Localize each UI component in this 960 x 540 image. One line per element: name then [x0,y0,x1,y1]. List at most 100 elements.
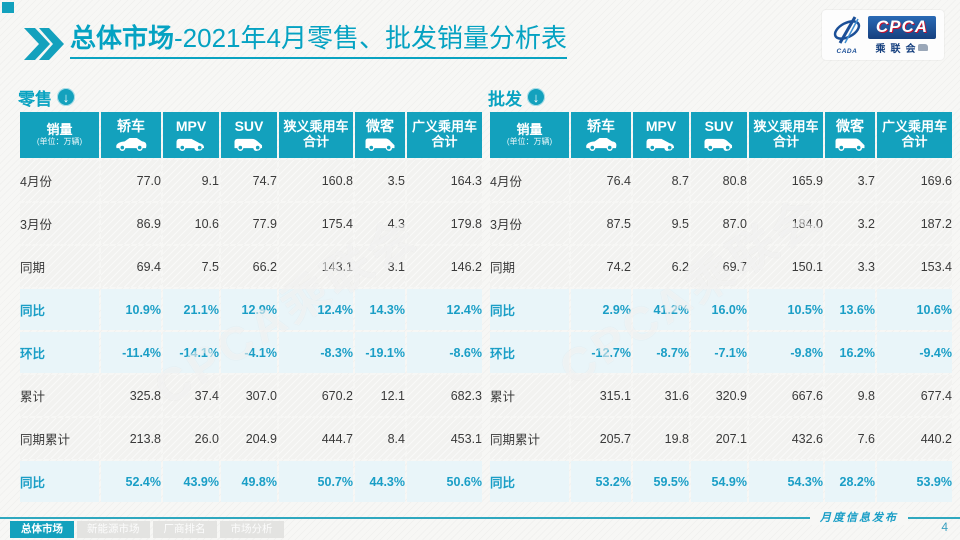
page-number: 4 [941,520,948,534]
table-cell: 19.8 [633,418,689,459]
table-cell: 315.1 [571,375,631,416]
table-cell: 54.3% [749,461,823,502]
row-label: 4月份 [20,160,99,201]
table-row: 同期累计 213.8 26.0 204.9 444.7 8.4 453.1 [20,418,482,459]
sales-table: 销量 (单位：万辆) 轿车 MPV SUV 狭义乘用车合计 微客 广义乘用车合计 4月份 76.4… [488,110,954,504]
table-cell: -19.1% [355,332,405,373]
table-cell: 69.7 [691,246,747,287]
table-cell: 160.8 [279,160,353,201]
vehicle-column-header: 微客 [825,112,875,158]
table-row: 4月份 76.4 8.7 80.8 165.9 3.7 169.6 [490,160,952,201]
table-row: 同期 69.4 7.5 66.2 143.1 3.1 146.2 [20,246,482,287]
vehicle-column-header: 微客 [355,112,405,158]
table-row: 3月份 87.5 9.5 87.0 184.0 3.2 187.2 [490,203,952,244]
bottom-tab[interactable]: 总体市场 [10,521,74,538]
table-cell: 9.5 [633,203,689,244]
table-row: 累计 325.8 37.4 307.0 670.2 12.1 682.3 [20,375,482,416]
table-cell: 184.0 [749,203,823,244]
title-bar: 总体市场-2021年4月零售、批发销量分析表 [24,23,567,60]
table-cell: 87.5 [571,203,631,244]
table-cell: 31.6 [633,375,689,416]
table-row: 环比 -11.4% -14.1% -4.1% -8.3% -19.1% -8.6% [20,332,482,373]
table-cell: 49.8% [221,461,277,502]
vehicle-column-header: 广义乘用车合计 [877,112,952,158]
table-cell: 53.9% [877,461,952,502]
table-cell: 667.6 [749,375,823,416]
table-cell: 153.4 [877,246,952,287]
table-cell: 3.1 [355,246,405,287]
table-cell: 10.9% [101,289,161,330]
section-title: 零售 [18,89,52,109]
table-row: 环比 -12.7% -8.7% -7.1% -9.8% 16.2% -9.4% [490,332,952,373]
table-row: 同比 53.2% 59.5% 54.9% 54.3% 28.2% 53.9% [490,461,952,502]
row-label: 同比 [20,289,99,330]
bottom-nav-tabs: 总体市场 新能源市场 厂商排名 市场分析 [10,521,284,538]
table-cell: -8.6% [407,332,482,373]
table-cell: -11.4% [101,332,161,373]
table-row: 同比 10.9% 21.1% 12.9% 12.4% 14.3% 12.4% [20,289,482,330]
volume-column-header: 销量 (单位：万辆) [490,112,569,158]
table-cell: 28.2% [825,461,875,502]
cpca-acronym: CPCA [867,15,937,39]
page-title: 总体市场-2021年4月零售、批发销量分析表 [70,23,567,59]
table-cell: -12.7% [571,332,631,373]
table-cell: 77.0 [101,160,161,201]
table-cell: -9.4% [877,332,952,373]
table-cell: 670.2 [279,375,353,416]
table-cell: 59.5% [633,461,689,502]
bottom-tab[interactable]: 厂商排名 [152,521,217,538]
table-cell: 10.6% [877,289,952,330]
table-cell: 16.0% [691,289,747,330]
table-cell: 7.5 [163,246,219,287]
table-cell: 3.3 [825,246,875,287]
table-cell: 76.4 [571,160,631,201]
table-cell: 12.4% [279,289,353,330]
circle-down-arrow-icon: ↓ [527,88,545,106]
vehicle-column-header: MPV [163,112,219,158]
row-label: 同比 [490,289,569,330]
table-cell: 12.4% [407,289,482,330]
table-cell: -7.1% [691,332,747,373]
table-cell: 52.4% [101,461,161,502]
vehicle-column-header: MPV [633,112,689,158]
table-cell: 9.8 [825,375,875,416]
table-cell: 21.1% [163,289,219,330]
table-cell: 444.7 [279,418,353,459]
volume-column-header: 销量 (单位：万辆) [20,112,99,158]
table-row: 同比 52.4% 43.9% 49.8% 50.7% 44.3% 50.6% [20,461,482,502]
table-cell: 307.0 [221,375,277,416]
table-cell: 677.4 [877,375,952,416]
table-cell: 37.4 [163,375,219,416]
bottom-tab[interactable]: 市场分析 [219,521,284,538]
row-label: 环比 [490,332,569,373]
table-cell: 7.6 [825,418,875,459]
table-cell: -9.8% [749,332,823,373]
table-cell: 4.3 [355,203,405,244]
table-cell: 8.4 [355,418,405,459]
table-cell: 14.3% [355,289,405,330]
microvan-icon [825,137,875,151]
table-cell: 205.7 [571,418,631,459]
table-row: 4月份 77.0 9.1 74.7 160.8 3.5 164.3 [20,160,482,201]
suv-icon [691,137,747,151]
retail-section: 零售 ↓ 销量 (单位：万辆) 轿车 MPV SUV 狭义乘用车合计 微客 广义乘用车合计 4月份 7… [18,86,482,504]
table-cell: 50.6% [407,461,482,502]
sedan-icon [101,137,161,151]
table-cell: 12.1 [355,375,405,416]
table-cell: 6.2 [633,246,689,287]
table-cell: 69.4 [101,246,161,287]
table-cell: 164.3 [407,160,482,201]
vehicle-column-header: 轿车 [101,112,161,158]
table-cell: 325.8 [101,375,161,416]
table-cell: 26.0 [163,418,219,459]
circle-down-arrow-icon: ↓ [57,88,75,106]
cpca-logo: CADA CPCA 乘联会 [822,10,944,60]
mpv-icon [163,137,219,151]
section-title: 批发 [488,89,522,109]
row-label: 3月份 [490,203,569,244]
bottom-tab[interactable]: 新能源市场 [77,521,150,538]
vehicle-column-header: 轿车 [571,112,631,158]
suv-icon [221,137,277,151]
table-row: 同期累计 205.7 19.8 207.1 432.6 7.6 440.2 [490,418,952,459]
